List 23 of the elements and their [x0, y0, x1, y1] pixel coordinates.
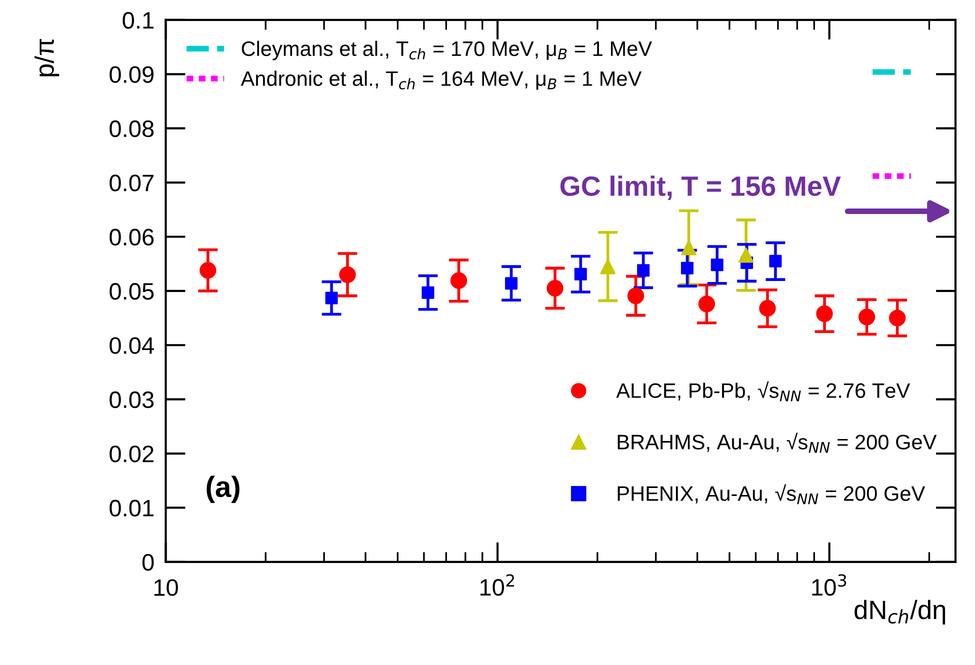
y-tick-label: 0.08 — [110, 120, 154, 138]
annotation: (a) — [206, 476, 240, 503]
x-tick-label: 10 — [154, 579, 178, 596]
legend-label: BRAHMS, Au-Au, √s$_{NN}$ = 200 GeV — [618, 432, 937, 453]
legend-label: ALICE, Pb-Pb, √s$_{NN}$ = 2.76 TeV — [616, 381, 910, 402]
annotation: GC limit, T = 156 MeV — [560, 176, 841, 200]
y-tick-label: 0.01 — [110, 500, 154, 517]
y-tick-label: 0.1 — [122, 12, 154, 29]
legend-label: PHENIX, Au-Au, √s$_{NN}$ = 200 GeV — [618, 484, 926, 504]
y-axis-title: p/π — [34, 38, 60, 76]
y-tick-label: 0.07 — [110, 174, 154, 192]
y-tick-label: 0.04 — [110, 337, 154, 354]
y-tick-label: 0.05 — [110, 283, 154, 300]
x-tick-label: 10$^{2}$ — [480, 574, 514, 596]
y-tick-label: 0.03 — [110, 391, 154, 408]
y-tick-label: 0.06 — [110, 228, 154, 246]
legend-label: Cleymans et al., T$_{ch}$ = 170 MeV, μ$_{B}$ = 1 MeV — [242, 40, 652, 60]
y-tick-label: 0.09 — [110, 66, 154, 83]
x-tick-label: 10$^{3}$ — [812, 574, 846, 596]
x-axis-title: dN$_{ch}$/dη — [854, 600, 946, 624]
legend-label: Andronic et al., T$_{ch}$ = 164 MeV, μ$_{B}$ = 1 MeV — [240, 70, 642, 90]
y-tick-label: 0 — [142, 554, 154, 571]
y-tick-label: 0.02 — [110, 446, 154, 462]
